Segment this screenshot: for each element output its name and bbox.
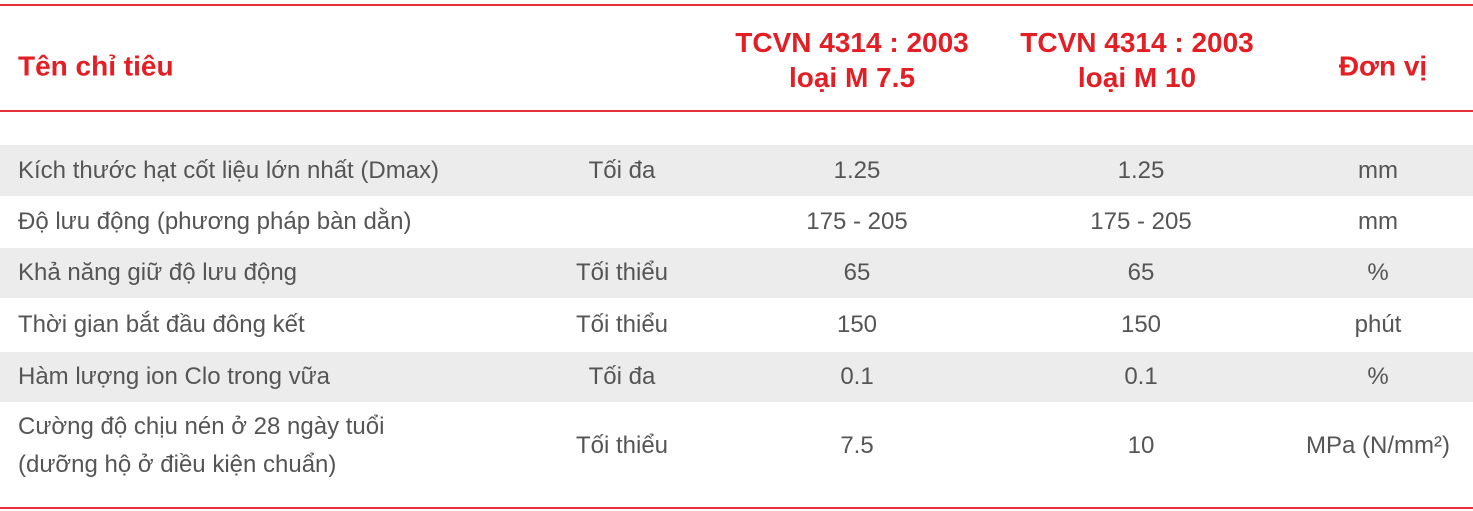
body-cell: 0.1 [1124,358,1157,396]
text-line: Kích thước hạt cốt liệu lớn nhất (Dmax) [18,156,440,184]
text-line: Khả năng giữ độ lưu động [18,259,298,286]
bottom-rule [0,507,1473,509]
text-line: Tối thiểu [575,432,669,459]
text-line: Tên chỉ tiêu [18,50,174,82]
body-cell: Khả năng giữ độ lưu động [18,254,297,292]
text-line: 175 - 205 [806,208,908,235]
body-cell: mm [1358,203,1398,241]
text-line: 0.1 [840,363,874,390]
text-line: 150 [1120,311,1162,338]
text-line: 65 [1127,259,1155,286]
text-line: TCVN 4314 : 2003 [1020,27,1254,58]
text-line: Tối thiểu [575,311,669,338]
text-line: Thời gian bắt đầu đông kết [18,311,305,338]
text-line: Độ lưu động (phương pháp bàn dằn) [18,208,412,235]
text-line: 7.5 [840,432,874,459]
text-line: Cường độ chịu nén ở 28 ngày tuổi [18,413,385,440]
text-line: 0.1 [1124,363,1158,390]
body-cell: Tối thiểu [576,254,668,292]
body-cell: 175 - 205 [1090,203,1191,241]
header-cell: Tên chỉ tiêu [18,49,174,84]
text-line: loại M 7.5 [788,62,916,93]
body-cell: Tối đa [589,358,656,396]
body-cell: 1.25 [834,152,881,190]
row-band [0,248,1473,298]
text-line: % [1367,259,1389,286]
text-line: 175 - 205 [1090,208,1192,235]
body-cell: mm [1358,152,1398,190]
text-line: 150 [836,311,878,338]
body-cell: MPa (N/mm²) [1306,427,1450,465]
header-cell: TCVN 4314 : 2003 loại M 7.5 [735,25,968,95]
row-band [0,145,1473,196]
body-cell: 65 [844,254,871,292]
body-cell: 7.5 [840,427,873,465]
body-cell: % [1367,254,1388,292]
header-cell: TCVN 4314 : 2003 loại M 10 [1020,25,1253,95]
body-cell: Hàm lượng ion Clo trong vữa [18,358,330,396]
body-cell: Độ lưu động (phương pháp bàn dằn) [18,203,411,241]
text-line: Tối thiểu [575,259,669,286]
text-line: Tối đa [588,156,656,184]
text-line: loại M 10 [1077,62,1197,93]
top-rule [0,4,1473,6]
body-cell: Thời gian bắt đầu đông kết [18,306,305,344]
text-line: Đơn vị [1338,50,1428,82]
text-line: (dưỡng hộ ở điều kiện chuẩn) [18,451,337,478]
body-cell: Tối đa [589,152,656,190]
body-cell: % [1367,358,1388,396]
header-rule [0,110,1473,112]
text-line: MPa (N/mm²) [1306,432,1450,459]
text-line: 1.25 [833,156,881,184]
body-cell: 65 [1128,254,1155,292]
text-line: mm [1358,208,1398,235]
body-cell: Cường độ chịu nén ở 28 ngày tuổi (dưỡng h… [18,408,384,484]
text-line: TCVN 4314 : 2003 [735,27,969,58]
body-cell: Tối thiểu [576,306,668,344]
text-line: phút [1354,311,1402,338]
text-line: Hàm lượng ion Clo trong vữa [18,363,330,390]
text-line: mm [1358,156,1398,184]
body-cell: 150 [837,306,877,344]
row-band [0,352,1473,402]
body-cell: Tối thiểu [576,427,668,465]
body-cell: 1.25 [1118,152,1165,190]
body-cell: 0.1 [840,358,873,396]
body-cell: phút [1355,306,1402,344]
text-line: 65 [843,259,871,286]
text-line: 10 [1127,432,1155,459]
body-cell: 10 [1128,427,1155,465]
text-line: % [1367,363,1389,390]
body-cell: 175 - 205 [806,203,907,241]
body-cell: Kích thước hạt cốt liệu lớn nhất (Dmax) [18,152,439,190]
text-line: 1.25 [1117,156,1165,184]
header-cell: Đơn vị [1339,49,1427,84]
text-line: Tối đa [588,363,656,390]
body-cell: 150 [1121,306,1161,344]
